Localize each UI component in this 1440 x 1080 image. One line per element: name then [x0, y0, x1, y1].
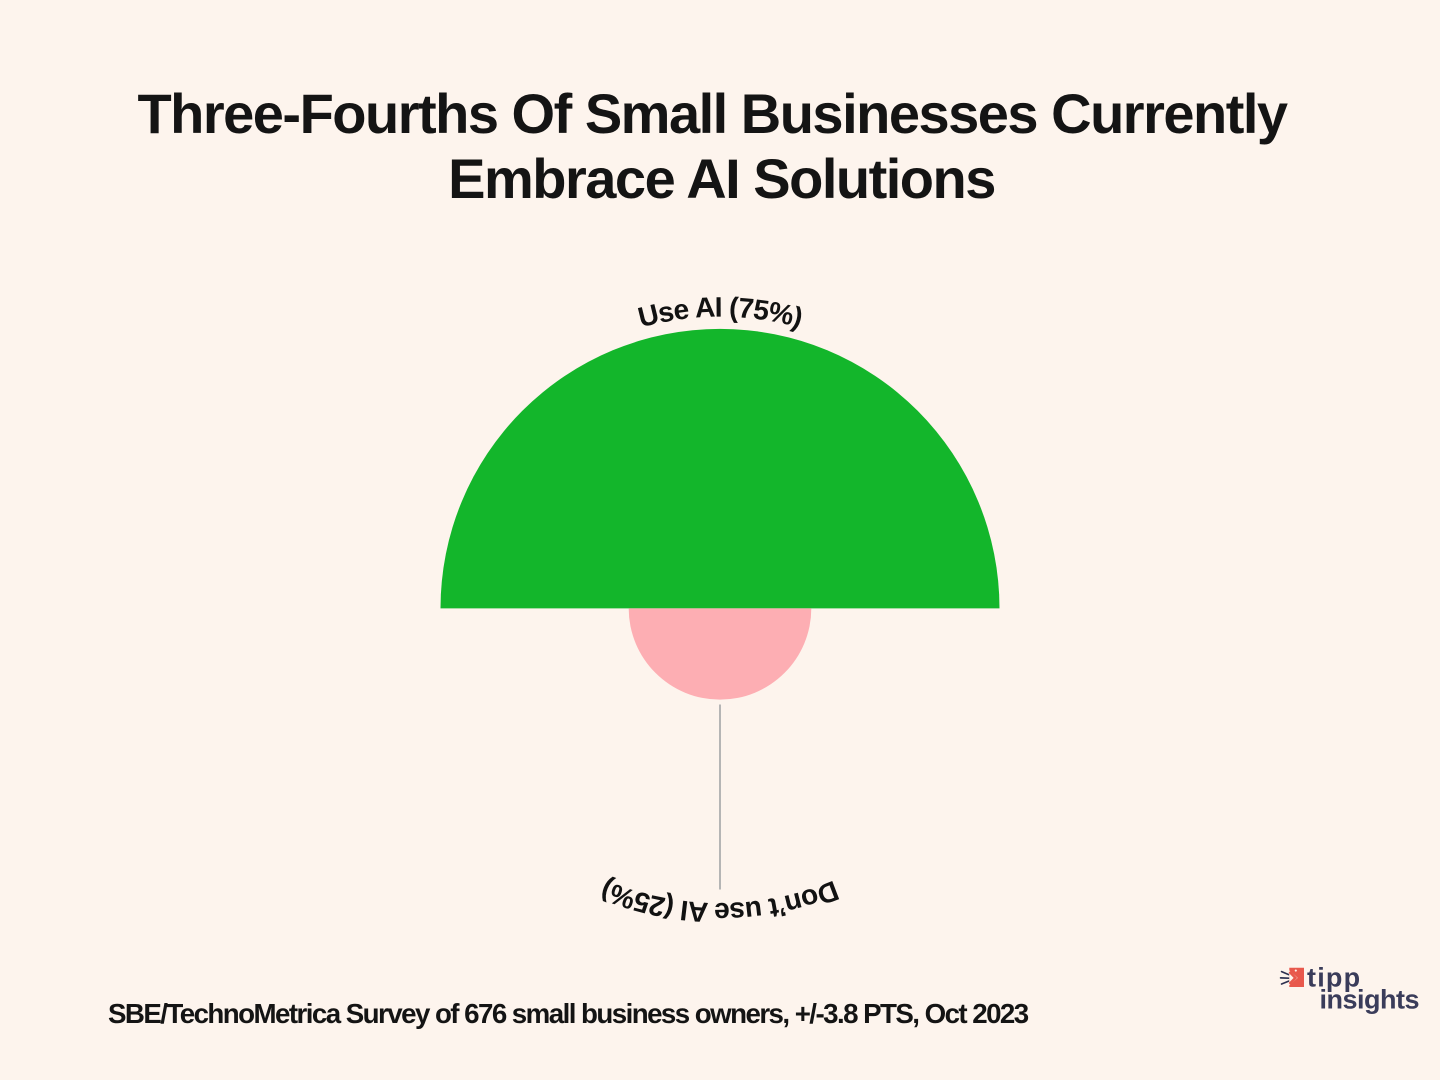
- svg-text:Use AI (75%): Use AI (75%): [635, 291, 806, 334]
- svg-text:insights: insights: [1320, 985, 1420, 1015]
- svg-text:tipp: tipp: [1307, 963, 1361, 993]
